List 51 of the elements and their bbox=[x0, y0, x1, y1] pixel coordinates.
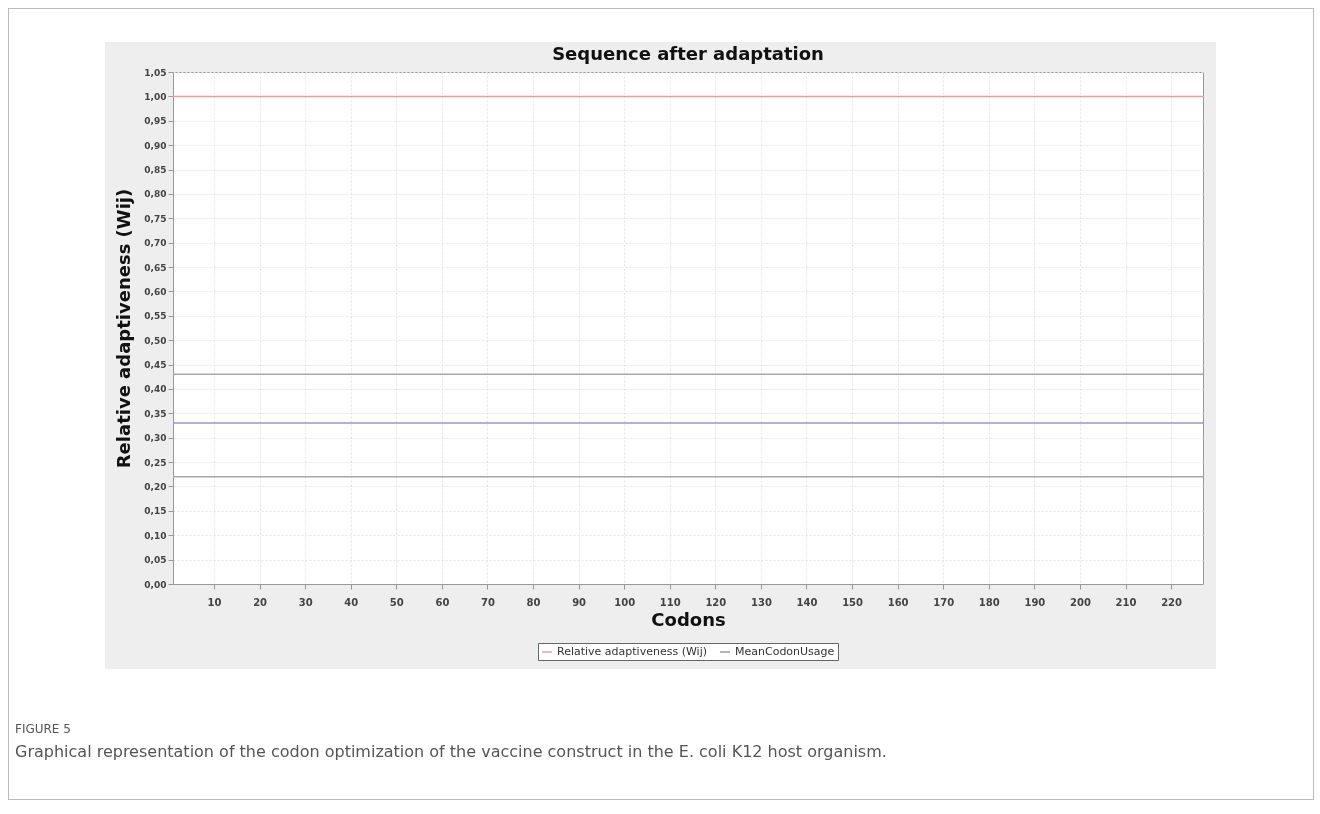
legend-label: Relative adaptiveness (Wij) bbox=[557, 645, 707, 658]
y-tick-label: 0,20 bbox=[144, 481, 167, 492]
x-tick-label: 10 bbox=[207, 596, 222, 608]
y-axis-title: Relative adaptiveness (Wij) bbox=[113, 188, 135, 469]
x-tick-label: 60 bbox=[435, 596, 450, 608]
x-tick-label: 190 bbox=[1024, 596, 1046, 608]
x-tick-label: 120 bbox=[705, 596, 727, 608]
y-tick-label: 0,85 bbox=[144, 165, 167, 176]
y-tick-label: 0,80 bbox=[144, 189, 167, 200]
y-tick-label: 0,10 bbox=[144, 530, 167, 541]
x-tick-label: 70 bbox=[481, 596, 495, 608]
y-tick-label: 0,05 bbox=[144, 555, 167, 566]
chart-title: Sequence after adaptation bbox=[552, 43, 824, 64]
y-tick-label: 0,95 bbox=[144, 116, 167, 127]
x-tick-label: 100 bbox=[614, 596, 636, 608]
y-tick-label: 0,40 bbox=[144, 384, 167, 395]
x-tick-label: 140 bbox=[796, 596, 818, 608]
y-tick-label: 0,60 bbox=[144, 286, 167, 297]
text: Graphical representation of the codon optimization of the vaccine construct in the E. coli K12 host organism. bbox=[15, 742, 887, 761]
x-tick-label: 200 bbox=[1070, 596, 1091, 608]
x-tick-label: 220 bbox=[1161, 596, 1183, 608]
y-tick-label: 0,45 bbox=[144, 360, 167, 371]
x-tick-label: 170 bbox=[933, 596, 955, 608]
y-tick-label: 0,00 bbox=[144, 579, 167, 590]
x-tick-label: 50 bbox=[389, 596, 404, 608]
y-tick-label: 0,75 bbox=[144, 213, 167, 224]
y-tick-label: 0,50 bbox=[144, 335, 167, 346]
y-tick-label: 0,25 bbox=[144, 457, 167, 468]
caption: FIGURE 5 bbox=[15, 722, 72, 736]
x-tick-label: 80 bbox=[526, 596, 541, 608]
x-axis-title: Codons bbox=[651, 608, 726, 630]
x-tick-label: 150 bbox=[842, 596, 864, 608]
y-tick-label: 0,30 bbox=[144, 433, 167, 444]
y-tick-label: 0,70 bbox=[144, 238, 167, 249]
x-tick-label: 90 bbox=[572, 596, 587, 608]
y-tick-label: 0,55 bbox=[144, 311, 167, 322]
y-tick-label: 1,00 bbox=[144, 91, 167, 102]
x-tick-label: 180 bbox=[978, 596, 1000, 608]
x-tick-label: 110 bbox=[659, 596, 681, 608]
y-tick-label: 0,35 bbox=[144, 408, 167, 419]
y-tick-label: 0,90 bbox=[144, 140, 167, 151]
y-tick-label: 0,15 bbox=[144, 506, 167, 517]
x-tick-label: 130 bbox=[750, 596, 772, 608]
x-tick-label: 20 bbox=[253, 596, 268, 608]
x-tick-label: 160 bbox=[887, 596, 909, 608]
legend-label: MeanCodonUsage bbox=[735, 645, 835, 658]
x-tick-label: 40 bbox=[344, 596, 359, 608]
y-tick-label: 0,65 bbox=[144, 262, 167, 273]
x-tick-label: 210 bbox=[1115, 596, 1137, 608]
y-tick-label: 1,05 bbox=[144, 67, 167, 78]
x-tick-label: 30 bbox=[298, 596, 313, 608]
